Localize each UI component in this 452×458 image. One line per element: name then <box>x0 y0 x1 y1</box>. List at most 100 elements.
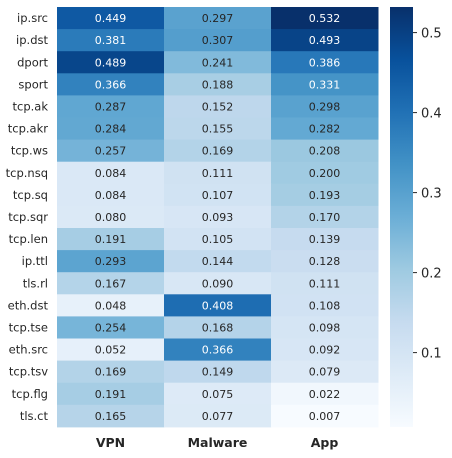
cell-value-label: 0.165 <box>95 410 127 423</box>
cell-value-label: 0.191 <box>95 388 127 401</box>
cell-value-label: 0.079 <box>309 366 341 379</box>
heatmap-cell <box>57 117 165 141</box>
cell-value-label: 0.169 <box>202 145 234 158</box>
column-label: App <box>311 435 339 450</box>
cell-value-label: 0.007 <box>309 410 341 423</box>
cell-value-label: 0.167 <box>95 277 127 290</box>
heatmap-cell <box>57 250 165 273</box>
heatmap-cell <box>57 183 165 207</box>
heatmap-cell <box>271 7 379 30</box>
cell-value-label: 0.287 <box>95 100 127 113</box>
cell-value-label: 0.208 <box>309 145 341 158</box>
heatmap-cell <box>271 382 379 406</box>
heatmap-cell <box>271 360 379 384</box>
cell-value-label: 0.077 <box>202 410 234 423</box>
heatmap-cell <box>164 117 272 141</box>
cell-value-label: 0.098 <box>309 321 341 334</box>
cell-value-label: 0.200 <box>309 167 341 180</box>
row-label: tls.rl <box>23 276 48 290</box>
colorbar: 0.1 0.2 0.3 0.4 0.5 <box>390 7 442 427</box>
heatmap-cell <box>271 51 379 74</box>
cell-value-label: 0.022 <box>309 388 341 401</box>
cell-value-label: 0.152 <box>202 100 234 113</box>
row-label: ip.src <box>17 11 48 25</box>
cell-value-label: 0.532 <box>309 12 341 25</box>
cell-value-label: 0.449 <box>95 12 127 25</box>
heatmap-cell <box>164 183 272 207</box>
row-label: tcp.flg <box>12 387 48 401</box>
heatmap-cell <box>57 294 165 317</box>
cell-value-label: 0.489 <box>95 56 127 69</box>
heatmap-cell <box>57 360 165 384</box>
heatmap-cell <box>271 294 379 317</box>
heatmap-cell <box>57 161 165 185</box>
heatmap-cell <box>57 382 165 406</box>
cell-value-label: 0.107 <box>202 189 234 202</box>
row-label: eth.dst <box>8 298 49 312</box>
heatmap-cell <box>271 250 379 273</box>
cell-value-label: 0.241 <box>202 56 234 69</box>
cell-value-label: 0.386 <box>309 56 341 69</box>
cell-value-label: 0.111 <box>309 277 341 290</box>
column-labels: VPN Malware App <box>96 435 338 450</box>
cell-value-label: 0.381 <box>95 34 127 47</box>
cell-value-label: 0.080 <box>95 211 127 224</box>
heatmap-cell <box>164 316 272 339</box>
heatmap-cell <box>271 205 379 229</box>
heatmap-cell <box>57 73 165 96</box>
cell-value-label: 0.048 <box>95 299 127 312</box>
colorbar-tick-label: 0.2 <box>421 267 442 282</box>
cell-value-label: 0.254 <box>95 321 127 334</box>
cell-value-label: 0.408 <box>202 299 234 312</box>
heatmap-cell <box>57 29 165 52</box>
heatmap-cell <box>164 294 272 317</box>
cell-value-label: 0.084 <box>95 167 127 180</box>
row-label: tcp.ak <box>13 99 49 113</box>
cell-value-label: 0.366 <box>202 344 234 357</box>
heatmap-cell <box>164 338 272 362</box>
heatmap-cell <box>271 183 379 207</box>
heatmap-cell <box>164 382 272 406</box>
heatmap-cell <box>271 338 379 362</box>
cell-value-label: 0.282 <box>309 123 341 136</box>
row-label: tcp.sqr <box>8 210 48 224</box>
heatmap-cell <box>164 139 272 163</box>
cell-value-label: 0.090 <box>202 277 234 290</box>
heatmap-cell <box>57 272 165 295</box>
row-label: tcp.ws <box>11 144 48 158</box>
heatmap-cell <box>164 161 272 185</box>
heatmap-cell <box>164 205 272 229</box>
row-label: ip.ttl <box>22 254 48 268</box>
row-label: tcp.tsv <box>9 365 48 379</box>
row-label: dport <box>17 55 48 69</box>
cell-value-label: 0.168 <box>202 321 234 334</box>
cell-value-label: 0.111 <box>202 167 234 180</box>
heatmap-cell <box>57 139 165 163</box>
heatmap-cell <box>271 316 379 339</box>
heatmap-cell <box>57 338 165 362</box>
heatmap-cell <box>164 73 272 96</box>
row-labels: ip.src ip.dst dport sport tcp.ak tcp.akr tcp.w… <box>6 11 49 423</box>
heatmap-cell <box>164 272 272 295</box>
heatmap-cell <box>271 228 379 251</box>
heatmap-cell <box>271 139 379 163</box>
row-label: tcp.tse <box>9 320 48 334</box>
cell-value-label: 0.307 <box>202 34 234 47</box>
cell-value-label: 0.128 <box>309 255 341 268</box>
heatmap-cell <box>271 161 379 185</box>
cell-value-label: 0.170 <box>309 211 341 224</box>
cell-value-label: 0.139 <box>309 233 341 246</box>
heatmap-cell <box>164 7 272 30</box>
heatmap-cells: 0.449 0.297 0.532 0.381 0.307 0.493 0.489 0.241… <box>57 7 379 428</box>
heatmap-cell <box>164 95 272 118</box>
cell-value-label: 0.052 <box>95 344 127 357</box>
heatmap-cell <box>57 228 165 251</box>
heatmap-cell <box>164 51 272 74</box>
cell-value-label: 0.075 <box>202 388 234 401</box>
cell-value-label: 0.297 <box>202 12 234 25</box>
cell-value-label: 0.188 <box>202 78 234 91</box>
colorbar-tick-label: 0.4 <box>421 107 442 122</box>
cell-value-label: 0.155 <box>202 123 234 136</box>
row-label: tcp.nsq <box>6 166 48 180</box>
